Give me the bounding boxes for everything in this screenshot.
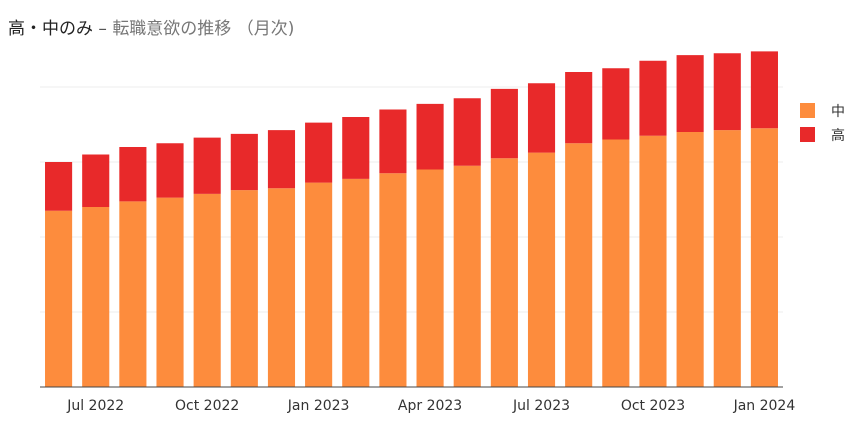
bar-mid [342,178,370,387]
x-tick-label: Jul 2023 [512,398,570,414]
bar-mid [453,165,481,387]
bar-high [490,88,518,159]
bar-high [639,60,667,136]
x-tick-label: Jan 2024 [733,398,796,414]
chart-subtitle: 転職意欲の推移 （月次) [112,19,295,39]
bar-high [713,53,741,131]
bar-high [750,51,778,129]
bar-mid [416,169,444,387]
bar-high [527,83,556,153]
bar-mid [639,135,667,387]
bar-mid [565,143,593,387]
x-tick-label: Oct 2022 [175,398,239,414]
bar-high [379,109,407,174]
bar-mid [230,190,258,387]
bar-mid [82,207,110,387]
bar-mid [750,128,778,387]
bar-mid [602,139,630,387]
legend-swatch [800,103,815,118]
bar-high [676,55,704,132]
bar-mid [490,158,518,387]
legend-swatch [800,127,815,142]
x-tick-label: Oct 2023 [621,398,685,414]
chart-title: 高・中のみ – 転職意欲の推移 （月次) [8,14,294,39]
bar-mid [45,210,73,387]
x-tick-label: Jul 2022 [66,398,124,414]
bar-high [230,133,258,191]
legend-label: 中 [831,104,845,120]
bar-high [602,68,630,140]
bar-mid [713,130,741,387]
bar-high [119,147,147,202]
x-tick-label: Apr 2023 [398,398,462,414]
bar-high [453,98,481,166]
bar-high [565,72,593,144]
bar-mid [676,132,704,387]
bar-high [82,154,110,207]
bar-high [305,122,333,183]
chart-title-main: 高・中のみ [8,19,93,39]
x-tick-label: Jan 2023 [287,398,350,414]
chart-title-separator: – [98,19,107,39]
bar-high [416,103,444,170]
bar-mid [267,188,296,387]
bar-mid [156,197,184,387]
bar-mid [305,182,333,387]
bar-high [267,130,296,189]
bar-high [342,117,370,179]
bar-mid [527,152,556,387]
bar-high [156,143,184,198]
bar-high [193,137,221,194]
legend-label: 高 [831,127,845,144]
bar-mid [379,173,407,387]
bar-high [45,162,73,211]
bar-mid [119,201,147,387]
bar-mid [193,193,221,387]
